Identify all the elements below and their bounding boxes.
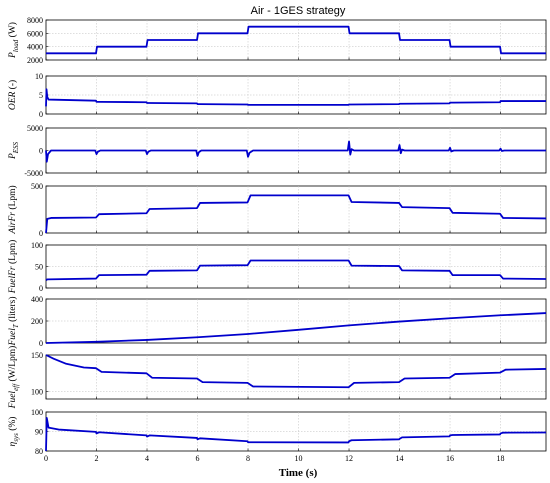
y-axis-label-airfr: AirFr (Lpm) (7, 185, 18, 234)
panel-airfr: 0 500 AirFr (Lpm) (7, 182, 547, 238)
x-tick-label: 8 (246, 454, 250, 463)
y-axis-label-pload: Pload (W) (7, 22, 20, 59)
y-tick-label: 150 (31, 351, 43, 360)
series-line-pess (45, 140, 546, 163)
x-tick-label: 4 (145, 454, 149, 463)
figure-title: Air - 1GES strategy (251, 5, 346, 17)
y-tick-label: 400 (31, 295, 43, 304)
y-tick-label: -5000 (24, 169, 43, 178)
series-line-pload (46, 25, 546, 55)
y-axis-label-fuelcf: Fueleff (W/Lpm) (7, 346, 20, 410)
y-tick-label: 0 (39, 229, 43, 238)
series-line-eta (45, 416, 547, 452)
series-line-fuelfr (45, 259, 547, 282)
y-tick-label: 5 (39, 91, 43, 100)
plot-frame (45, 354, 547, 400)
series-line-fuelcf (45, 354, 547, 389)
y-axis-label-fuelt: FuelT (liters) (7, 296, 20, 346)
panel-fuelcf: 100 150 Fueleff (W/Lpm) (7, 346, 547, 410)
x-tick-label: 14 (396, 454, 404, 463)
panel-pload: 2000 4000 6000 8000 Pload (W) (7, 16, 547, 65)
series-line-fuelt (45, 312, 547, 344)
y-tick-label: 4000 (27, 43, 43, 52)
y-tick-label: 5000 (27, 124, 43, 133)
plot-frame (45, 185, 547, 234)
y-tick-label: 0 (39, 110, 43, 119)
y-tick-label: 50 (35, 263, 43, 272)
x-tick-label: 6 (196, 454, 200, 463)
y-tick-label: 100 (31, 408, 43, 417)
panel-fuelt: 0 200 400 FuelT (liters) (7, 295, 547, 348)
y-tick-label: 0 (39, 147, 43, 156)
y-tick-label: 100 (31, 241, 43, 250)
y-tick-label: 200 (31, 317, 43, 326)
y-tick-label: 0 (39, 339, 43, 348)
y-tick-label: 0 (39, 284, 43, 293)
panel-eta: 0 2 4 6 8 10 12 14 16 18 80 90 100 ηsys (%) (7, 408, 547, 463)
x-axis-label: Time (s) (279, 467, 318, 479)
y-axis-label-eta: ηsys (%) (7, 417, 20, 447)
panel-oer: 0 5 10 OER (-) (7, 72, 547, 119)
y-tick-label: 80 (35, 447, 43, 456)
y-tick-label: 8000 (27, 16, 43, 25)
y-tick-label: 100 (31, 388, 43, 397)
y-tick-label: 10 (35, 72, 43, 81)
x-tick-label: 2 (95, 454, 99, 463)
y-axis-label-oer: OER (-) (7, 80, 18, 110)
y-tick-label: 2000 (27, 56, 43, 65)
y-tick-label: 500 (31, 182, 43, 191)
y-axis-label-pess: PESS (8, 141, 20, 160)
x-tick-label: 10 (295, 454, 303, 463)
panel-fuelfr: 0 50 100 FuelFr (Lpm) (7, 240, 547, 295)
x-tick-label: 12 (345, 454, 353, 463)
series-line-oer (45, 88, 546, 107)
series-line-airfr (45, 194, 547, 234)
y-tick-label: 6000 (27, 29, 43, 38)
x-tick-label: 18 (497, 454, 505, 463)
panel-pess: -5000 0 5000 PESS (8, 124, 547, 178)
x-tick-label: 16 (446, 454, 454, 463)
x-tick-label: 0 (44, 454, 48, 463)
y-tick-label: 90 (35, 428, 43, 437)
y-axis-label-fuelfr: FuelFr (Lpm) (7, 240, 18, 295)
